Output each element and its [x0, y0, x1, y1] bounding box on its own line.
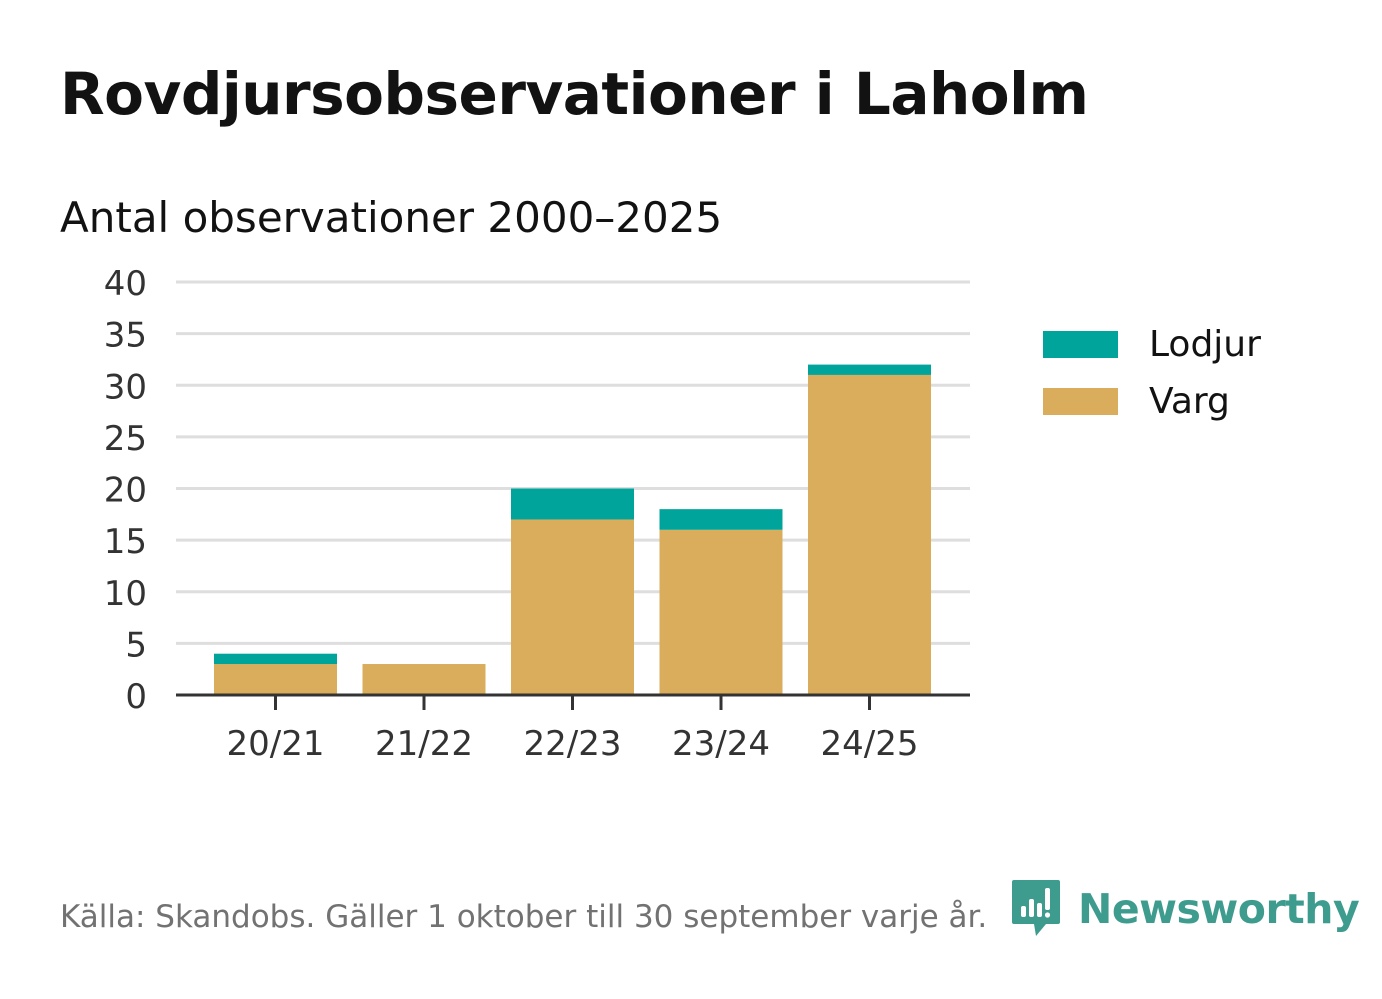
- x-tick-label-20-21: 20/21: [227, 724, 325, 764]
- bar-varg-21-22: [362, 664, 486, 695]
- y-tick-label-10: 10: [104, 574, 147, 614]
- y-tick-label-15: 15: [104, 522, 147, 562]
- chart-legend: Lodjur Varg: [1043, 316, 1261, 430]
- bar-varg-20-21: [214, 664, 337, 695]
- y-tick-label-0: 0: [125, 677, 147, 717]
- y-tick-label-30: 30: [104, 367, 147, 407]
- bar-varg-22-23: [511, 519, 634, 695]
- bar-varg-24-25: [808, 374, 931, 695]
- legend-label-lodjur: Lodjur: [1149, 324, 1261, 365]
- brand-logo: Newsworthy: [1010, 878, 1360, 940]
- bar-varg-23-24: [659, 529, 783, 695]
- y-tick-label-40: 40: [104, 264, 147, 304]
- x-tick-label-21-22: 21/22: [375, 724, 473, 764]
- legend-swatch-lodjur: [1043, 331, 1118, 358]
- legend-item-varg: Varg: [1043, 373, 1261, 430]
- x-tick-label-24-25: 24/25: [821, 724, 919, 764]
- x-tick-label-23-24: 23/24: [672, 724, 770, 764]
- bar-lodjur-22-23: [511, 488, 634, 520]
- bar-lodjur-23-24: [659, 509, 783, 530]
- brand-name: Newsworthy: [1078, 885, 1360, 933]
- y-tick-label-35: 35: [104, 316, 147, 356]
- legend-label-varg: Varg: [1149, 381, 1230, 422]
- chart-title: Rovdjursobservationer i Laholm: [60, 60, 1089, 128]
- y-tick-label-5: 5: [125, 625, 147, 665]
- x-tick-label-22-23: 22/23: [524, 724, 622, 764]
- chart-subtitle: Antal observationer 2000–2025: [60, 193, 723, 242]
- y-tick-label-20: 20: [104, 471, 147, 511]
- y-tick-label-25: 25: [104, 419, 147, 459]
- legend-swatch-varg: [1043, 388, 1118, 415]
- source-note: Källa: Skandobs. Gäller 1 oktober till 3…: [60, 899, 988, 935]
- legend-item-lodjur: Lodjur: [1043, 316, 1261, 373]
- bar-lodjur-24-25: [808, 364, 931, 375]
- bar-chart-speech-bubble-icon: [1012, 880, 1060, 936]
- bar-lodjur-20-21: [214, 653, 337, 665]
